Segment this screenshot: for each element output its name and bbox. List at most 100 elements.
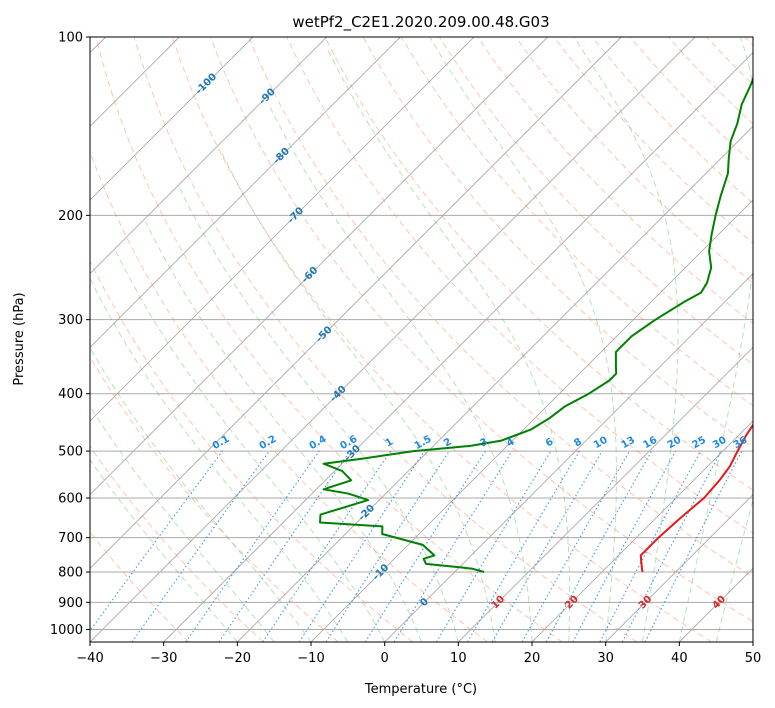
plot-frame bbox=[89, 36, 754, 643]
mixing-ratio-label: 36 bbox=[732, 435, 750, 452]
mixing-ratio-line bbox=[218, 450, 351, 642]
x-axis-label: Temperature (°C) bbox=[364, 682, 477, 697]
mixing-ratio-line bbox=[185, 450, 320, 642]
dry-adiabat bbox=[706, 37, 753, 86]
mixing-ratio-line bbox=[435, 450, 552, 642]
mixing-ratio-label: 4 bbox=[505, 436, 517, 449]
dry-adiabat bbox=[210, 37, 753, 623]
dry-adiabat bbox=[90, 445, 264, 642]
isotherm-label: -60 bbox=[300, 265, 321, 286]
y-tick-label: 600 bbox=[58, 492, 83, 507]
dry-adiabat bbox=[248, 37, 753, 578]
x-tick-label: 50 bbox=[745, 651, 762, 666]
isotherm-label: -10 bbox=[371, 562, 392, 583]
isotherm-label: -80 bbox=[271, 146, 292, 167]
isotherm-line bbox=[90, 37, 548, 496]
x-tick-label: −20 bbox=[224, 651, 251, 666]
dry-adiabat bbox=[286, 37, 753, 534]
moist-adiabat bbox=[145, 221, 422, 642]
isotherm-line bbox=[90, 37, 254, 201]
y-tick-label: 700 bbox=[58, 531, 83, 546]
x-tick-label: −30 bbox=[150, 651, 177, 666]
y-tick-label: 900 bbox=[58, 596, 83, 611]
moist-adiabat bbox=[90, 405, 275, 642]
mixing-ratio-label: 3 bbox=[478, 436, 490, 449]
mixing-ratio-line bbox=[545, 450, 653, 642]
isotherm-line bbox=[384, 273, 753, 642]
isotherm-line bbox=[310, 199, 753, 642]
isotherm-line bbox=[90, 37, 401, 348]
moist-adiabat bbox=[90, 458, 238, 642]
mixing-ratio-label: 25 bbox=[690, 435, 708, 452]
mixing-ratio-label: 2 bbox=[442, 436, 454, 449]
mixing-ratio-label: 10 bbox=[592, 435, 610, 452]
x-tick-label: −40 bbox=[76, 651, 103, 666]
dry-adiabat bbox=[553, 37, 753, 244]
x-tick-label: −10 bbox=[297, 651, 324, 666]
isotherm-line bbox=[90, 37, 696, 642]
dry-adiabat bbox=[95, 37, 563, 642]
isotherm-label: -70 bbox=[286, 205, 307, 226]
mixing-ratio-label: 6 bbox=[544, 436, 556, 449]
mixing-ratio-line bbox=[298, 450, 425, 642]
data-series bbox=[319, 75, 753, 573]
isotherm-label: -40 bbox=[328, 384, 349, 405]
mixing-ratio-label: 1 bbox=[384, 436, 396, 449]
mixing-ratio-line bbox=[90, 450, 223, 632]
mixing-ratio-label: 8 bbox=[572, 436, 584, 449]
moist-adiabat bbox=[179, 187, 459, 642]
moist-adiabat bbox=[327, 49, 571, 642]
isotherm-line bbox=[237, 125, 753, 642]
dry-adiabat bbox=[515, 37, 753, 284]
dry-adiabat bbox=[90, 259, 414, 642]
dry-adiabat bbox=[171, 37, 712, 642]
y-tick-label: 800 bbox=[58, 566, 83, 581]
isotherm-label: -50 bbox=[314, 324, 335, 345]
isotherm-label: 20 bbox=[563, 594, 581, 612]
mixing-ratio-label: 20 bbox=[666, 435, 684, 452]
moist-adiabat bbox=[573, 37, 679, 642]
moist-adiabat bbox=[429, 37, 617, 642]
dry-adiabat bbox=[744, 37, 753, 47]
dry-adiabat bbox=[90, 531, 190, 642]
x-tick-label: 10 bbox=[450, 651, 467, 666]
isotherm-label: 40 bbox=[711, 594, 729, 612]
mixing-ratio-label: 0.1 bbox=[211, 434, 232, 452]
mixing-ratio-line bbox=[644, 450, 743, 642]
moist-adiabat bbox=[268, 104, 533, 642]
moist-adiabat bbox=[715, 498, 753, 642]
y-tick-label: 300 bbox=[58, 313, 83, 328]
mixing-ratio-label: 0.4 bbox=[308, 434, 329, 452]
dry-adiabat bbox=[668, 37, 753, 125]
moist-adiabat bbox=[678, 37, 753, 642]
mixing-ratio-line bbox=[262, 450, 392, 642]
mixing-ratio-line bbox=[393, 450, 513, 642]
background-lines bbox=[90, 37, 753, 642]
isotherm-label: -100 bbox=[194, 71, 220, 97]
y-axis-label: Pressure (hPa) bbox=[12, 292, 27, 385]
chart-title: wetPf2_C2E1.2020.209.00.48.G03 bbox=[292, 13, 549, 32]
axes: −40 −30 −20 −10 0 10 20 30 40 5010020030040050060… bbox=[50, 31, 761, 667]
x-tick-label: 20 bbox=[524, 651, 541, 666]
mixing-ratio-line bbox=[467, 450, 580, 642]
moist-adiabat bbox=[219, 149, 496, 642]
isotherm-line bbox=[90, 37, 327, 275]
isotherm-line bbox=[679, 567, 753, 642]
isotherm-line bbox=[605, 494, 753, 642]
dry-adiabat bbox=[324, 37, 753, 491]
y-tick-label: 1000 bbox=[50, 623, 83, 638]
moist-adiabat bbox=[115, 251, 386, 642]
y-tick-label: 100 bbox=[58, 31, 83, 46]
isotherm-label: -90 bbox=[257, 87, 278, 108]
dewpoint-line bbox=[319, 75, 753, 573]
mixing-ratio-line bbox=[131, 450, 270, 642]
isotherm-line bbox=[163, 52, 753, 642]
mixing-ratio-label: 13 bbox=[619, 435, 637, 452]
isotherm-line bbox=[531, 420, 753, 642]
dry-adiabat bbox=[591, 37, 753, 204]
isotherm-label: 0 bbox=[418, 596, 431, 609]
isotherm-label: -20 bbox=[357, 503, 378, 524]
mixing-ratio-label: 16 bbox=[642, 435, 660, 452]
mixing-ratio-line bbox=[521, 450, 630, 642]
